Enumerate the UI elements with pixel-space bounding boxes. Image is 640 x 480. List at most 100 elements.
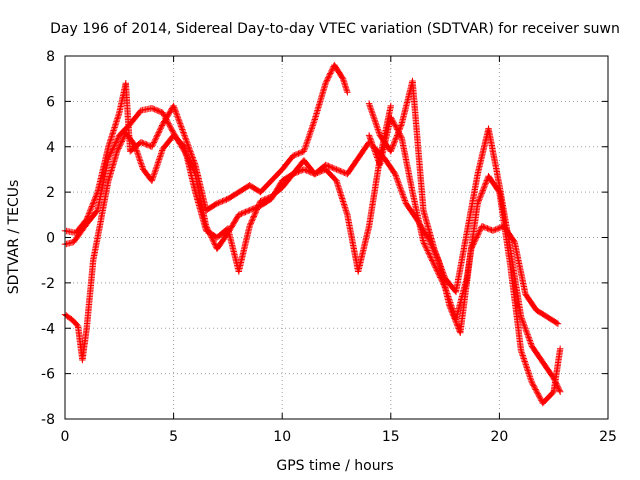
data-marker	[554, 320, 562, 327]
data-marker-run	[387, 114, 405, 140]
data-marker-run	[517, 347, 535, 385]
data-marker-run	[68, 316, 81, 328]
data-marker-run	[413, 216, 431, 240]
data-marker-run	[159, 133, 176, 153]
data-marker-run	[322, 166, 339, 183]
data-marker-run	[268, 167, 285, 184]
data-marker-run	[83, 190, 101, 223]
data-marker-run	[500, 223, 517, 244]
data-marker-run	[381, 154, 398, 176]
data-marker-run	[511, 238, 529, 296]
y-tick-label: -2	[41, 276, 55, 292]
data-marker-run	[105, 133, 122, 162]
data-marker-run	[420, 238, 437, 267]
data-marker-run	[333, 177, 351, 217]
data-marker-run	[311, 81, 329, 123]
data-marker-run	[148, 147, 166, 184]
data-marker-run	[311, 166, 328, 178]
data-marker-run	[148, 122, 166, 150]
data-marker-run	[452, 231, 470, 296]
data-marker-run	[90, 224, 103, 264]
y-tick-label: 6	[46, 94, 55, 110]
y-tick-label: 0	[46, 231, 55, 247]
data-marker-run	[192, 188, 209, 233]
data-marker-run	[468, 224, 485, 252]
series-pass-3	[61, 102, 394, 364]
data-marker-run	[224, 189, 241, 203]
tick-labels: 0 5 10 15 20 25 -8 -6 -4 -2 0 2 4 6 8	[41, 49, 617, 445]
series-pass-1	[61, 61, 351, 237]
data-marker-run	[94, 145, 112, 196]
data-marker-run	[528, 343, 546, 365]
data-marker-run	[333, 166, 350, 177]
data-marker-run	[409, 77, 427, 212]
data-marker-run	[539, 359, 557, 381]
data-marker-run	[365, 100, 383, 138]
x-tick-label: 10	[273, 429, 291, 445]
data-marker-run	[474, 174, 492, 207]
data-marker-run	[289, 158, 307, 178]
data-marker-run	[517, 313, 535, 349]
x-tick-label: 25	[599, 429, 617, 445]
data-marker-run	[370, 143, 387, 161]
data-marker-run	[122, 129, 137, 147]
y-tick-label: 4	[46, 140, 55, 156]
chart-title: Day 196 of 2014, Sidereal Day-to-day VTE…	[50, 21, 620, 37]
y-axis-label: SDTVAR / TECUs	[6, 180, 22, 295]
data-marker-run	[402, 200, 420, 222]
data-marker-run	[131, 141, 146, 172]
data-marker-run	[159, 109, 177, 135]
y-tick-label: -6	[41, 367, 55, 383]
data-marker-run	[398, 134, 416, 194]
data-marker-run	[77, 222, 89, 237]
plot-frame	[64, 55, 609, 420]
data-marker-run	[300, 117, 318, 155]
data-marker-run	[435, 257, 453, 308]
data-marker-run	[279, 172, 296, 191]
data-marker-run	[355, 224, 372, 275]
data-marker-run	[355, 140, 372, 162]
y-tick-label: -8	[41, 412, 55, 428]
y-tick-label: 8	[46, 49, 55, 65]
data-marker-run	[94, 156, 112, 214]
data-marker-run	[539, 389, 556, 407]
data-marker-run	[116, 122, 133, 139]
data-marker-run	[344, 156, 361, 178]
data-marker-run	[391, 170, 409, 206]
data-marker-run	[457, 247, 475, 336]
data-marker-run	[70, 231, 83, 246]
data-marker-run	[289, 148, 306, 159]
data-marker	[557, 345, 564, 352]
data-marker-run	[485, 173, 502, 195]
data-marker-run	[235, 224, 253, 275]
data-marker-run	[213, 196, 230, 207]
data-marker-run	[137, 139, 154, 150]
y-tick-label: -4	[41, 321, 55, 337]
data-marker-run	[170, 132, 187, 149]
x-tick-label: 15	[382, 429, 400, 445]
data-marker-run	[424, 234, 442, 262]
data-marker-run	[83, 258, 97, 332]
data-marker-run	[533, 306, 550, 320]
data-marker-run	[507, 261, 525, 353]
data-marker	[344, 89, 351, 96]
data-marker-run	[127, 108, 144, 128]
data-marker-run	[365, 156, 383, 230]
data-marker-run	[246, 199, 264, 230]
series-pass-6	[370, 143, 562, 336]
data-marker-run	[257, 178, 274, 196]
data-marker-run	[181, 143, 199, 194]
x-tick-label: 5	[169, 429, 178, 445]
data-points	[61, 61, 564, 407]
data-marker-run	[522, 291, 539, 313]
x-tick-label: 0	[61, 429, 70, 445]
data-marker-run	[181, 132, 198, 167]
data-marker-run	[96, 179, 112, 230]
data-marker-run	[83, 208, 100, 228]
data-marker-run	[550, 347, 564, 395]
data-marker-run	[463, 172, 481, 237]
data-marker-run	[300, 157, 317, 176]
data-marker-run	[485, 125, 503, 187]
